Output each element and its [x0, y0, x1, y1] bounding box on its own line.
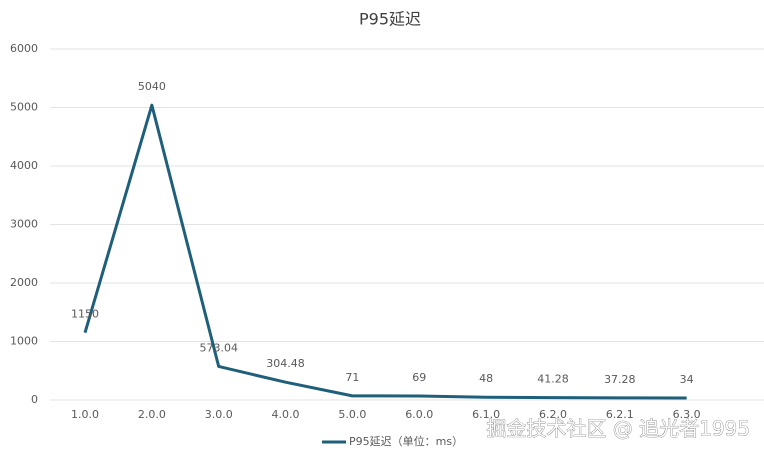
y-tick-label: 6000	[10, 42, 38, 55]
y-tick-label: 1000	[10, 335, 38, 348]
x-tick-label: 1.0.0	[71, 408, 99, 421]
y-tick-label: 3000	[10, 218, 38, 231]
line-series	[83, 103, 687, 400]
chart-title: P95延迟	[359, 10, 421, 29]
data-label: 573.04	[199, 341, 238, 354]
x-tick-label: 6.2.1	[606, 408, 634, 421]
data-label: 5040	[138, 80, 166, 93]
data-label: 48	[479, 372, 493, 385]
x-tick-label: 3.0.0	[205, 408, 233, 421]
data-label: 1150	[71, 308, 99, 321]
x-tick-label: 4.0.0	[272, 408, 300, 421]
x-tick-label: 6.3.0	[673, 408, 701, 421]
data-label: 69	[412, 371, 426, 384]
legend-label: P95延迟（单位：ms）	[349, 434, 463, 448]
y-tick-label: 4000	[10, 159, 38, 172]
data-label: 304.48	[266, 357, 305, 370]
y-tick-label: 5000	[10, 101, 38, 114]
x-tick-label: 6.1.0	[472, 408, 500, 421]
x-tick-label: 2.0.0	[138, 408, 166, 421]
watermark: 掘金技术社区 @ 追光者1995	[486, 417, 750, 441]
data-label: 71	[345, 371, 359, 384]
x-tick-label: 6.2.0	[539, 408, 567, 421]
x-tick-label: 6.0.0	[405, 408, 433, 421]
y-tick-label: 2000	[10, 276, 38, 289]
data-label: 34	[680, 373, 694, 386]
x-tick-label: 5.0.0	[338, 408, 366, 421]
data-label: 37.28	[604, 373, 636, 386]
data-label: 41.28	[537, 373, 569, 386]
y-tick-label: 0	[31, 393, 38, 406]
